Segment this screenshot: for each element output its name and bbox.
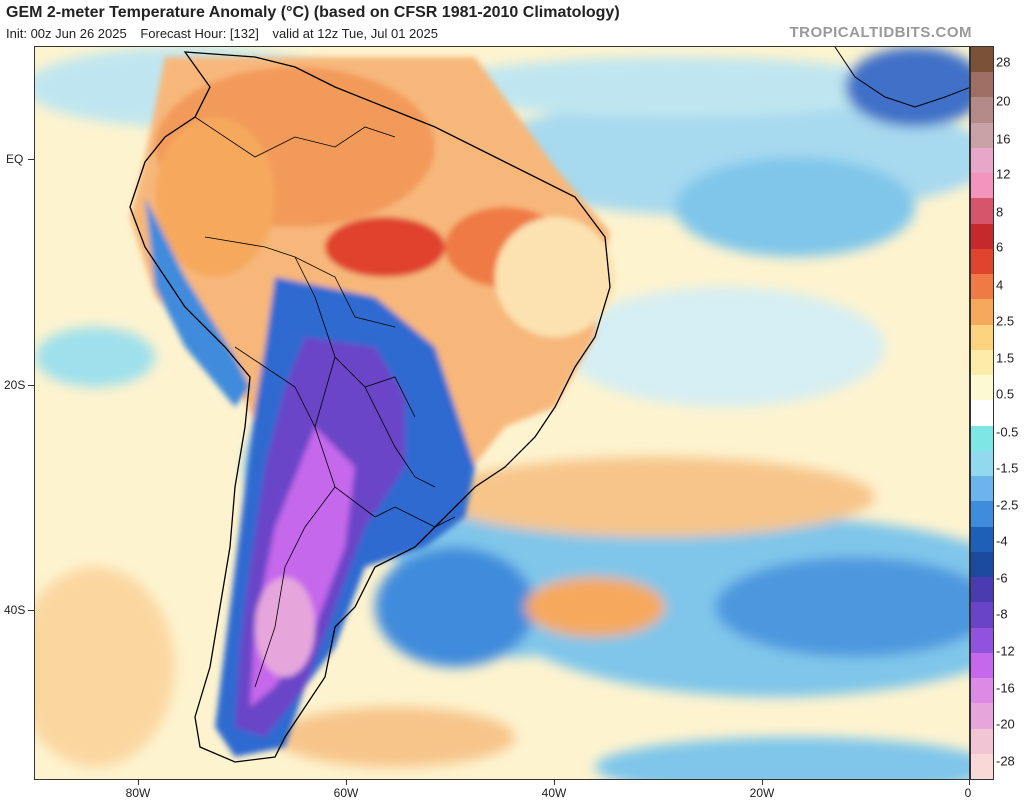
colorbar-label: -2.5 — [996, 497, 1019, 513]
colorbar-segment — [971, 223, 993, 250]
colorbar-segment — [971, 602, 993, 629]
lon-label-40w: 40W — [541, 786, 567, 800]
colorbar-segment — [971, 324, 993, 351]
map-title: GEM 2-meter Temperature Anomaly (°C) (ba… — [6, 4, 620, 21]
lon-tick — [138, 780, 139, 785]
colorbar-segment — [971, 72, 993, 98]
colorbar-segment — [971, 173, 993, 199]
lon-tick — [554, 780, 555, 785]
anomaly-map — [34, 46, 970, 780]
colorbar-segment — [971, 476, 993, 502]
colorbar-segment — [971, 97, 993, 124]
colorbar-segment — [971, 299, 993, 326]
lon-tick — [346, 780, 347, 785]
lon-label-60w: 60W — [333, 786, 359, 800]
lon-label-20w: 20W — [749, 786, 775, 800]
lat-tick — [28, 385, 34, 386]
lon-label-0: 0 — [964, 786, 972, 800]
colorbar-segment — [971, 501, 993, 528]
colorbar-segment — [971, 425, 993, 452]
lon-tick — [969, 780, 970, 785]
colorbar-label: 16 — [996, 131, 1011, 147]
colorbar-label: -28 — [996, 753, 1015, 769]
colorbar-label: 12 — [996, 166, 1011, 182]
colorbar-label: -6 — [996, 570, 1008, 586]
colorbar-label: -12 — [996, 643, 1015, 659]
colorbar-segment — [971, 400, 993, 427]
colorbar-label: -20 — [996, 716, 1015, 732]
colorbar-segment — [971, 375, 993, 401]
colorbar-segment — [971, 703, 993, 729]
map-subtitle: Init: 00z Jun 26 2025 Forecast Hour: [13… — [6, 26, 448, 41]
lat-label-40s: 40S — [4, 603, 26, 617]
brand-watermark: TROPICALTIDBITS.COM — [789, 24, 972, 41]
lat-label-eq: EQ — [6, 152, 24, 166]
colorbar-segment — [971, 198, 993, 225]
colorbar-label: -0.5 — [996, 424, 1019, 440]
colorbar-label: 6 — [996, 239, 1004, 255]
forecast-hour: Forecast Hour: [132] — [140, 26, 259, 41]
colorbar-segment — [971, 274, 993, 300]
country-borders — [194, 116, 456, 688]
colorbar-segment — [971, 728, 993, 755]
colorbar-segment — [971, 577, 993, 603]
colorbar-label: 20 — [996, 93, 1011, 109]
africa-coastline — [834, 47, 969, 108]
colorbar — [970, 46, 994, 780]
colorbar-segment — [971, 47, 993, 73]
colorbar-label: 28 — [996, 54, 1011, 70]
lat-label-20s: 20S — [4, 378, 26, 392]
init-time: Init: 00z Jun 26 2025 — [6, 26, 127, 41]
ocean-anomaly-field — [35, 47, 969, 779]
colorbar-label: -4 — [996, 533, 1008, 549]
continent-anomaly-field — [130, 57, 615, 757]
lon-label-80w: 80W — [125, 786, 151, 800]
colorbar-segment — [971, 753, 993, 779]
colorbar-label: -16 — [996, 680, 1015, 696]
colorbar-label: 2.5 — [996, 313, 1015, 329]
south-america-coastline — [129, 51, 611, 763]
colorbar-segment — [971, 627, 993, 654]
colorbar-segment — [971, 349, 993, 376]
valid-time: valid at 12z Tue, Jul 01 2025 — [272, 26, 438, 41]
colorbar-label: -1.5 — [996, 460, 1019, 476]
colorbar-segment — [971, 450, 993, 477]
lat-tick — [28, 159, 34, 160]
lat-tick — [28, 610, 34, 611]
colorbar-label: 8 — [996, 204, 1004, 220]
lon-tick — [762, 780, 763, 785]
colorbar-segment — [971, 526, 993, 553]
colorbar-segment — [971, 248, 993, 275]
colorbar-segment — [971, 551, 993, 578]
colorbar-label: -8 — [996, 606, 1008, 622]
map-canvas — [35, 47, 969, 779]
colorbar-label: 4 — [996, 277, 1004, 293]
colorbar-label: 1.5 — [996, 350, 1015, 366]
colorbar-segment — [971, 652, 993, 679]
colorbar-segment — [971, 678, 993, 704]
colorbar-segment — [971, 147, 993, 174]
colorbar-label: 0.5 — [996, 386, 1015, 402]
colorbar-segment — [971, 122, 993, 149]
